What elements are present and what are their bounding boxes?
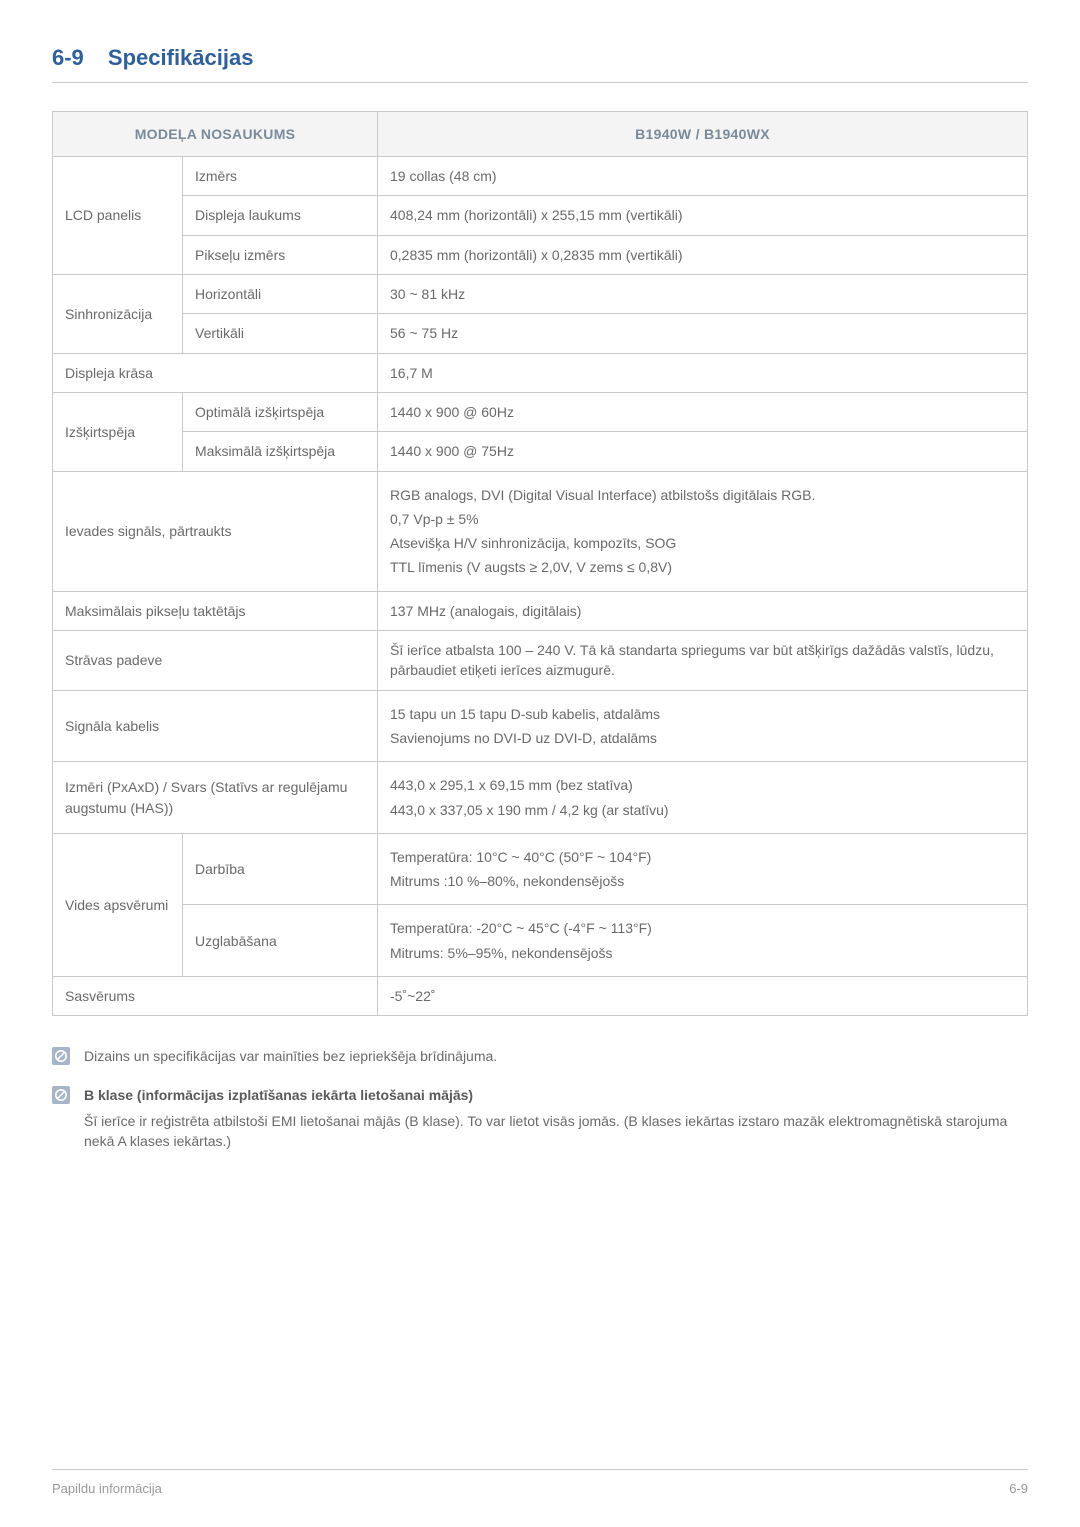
row-group-label: LCD panelis xyxy=(53,157,183,275)
row-label: Signāla kabelis xyxy=(53,690,378,762)
row-value: 408,24 mm (horizontāli) x 255,15 mm (ver… xyxy=(378,196,1028,235)
footer-left: Papildu informācija xyxy=(52,1480,162,1499)
row-group-label: Izšķirtspēja xyxy=(53,392,183,471)
row-value: RGB analogs, DVI (Digital Visual Interfa… xyxy=(378,471,1028,591)
row-label: Sasvērums xyxy=(53,977,378,1016)
page-footer: Papildu informācija 6-9 xyxy=(52,1469,1028,1499)
section-title: 6-9 Specifikācijas xyxy=(52,42,1028,74)
row-value: 1440 x 900 @ 60Hz xyxy=(378,392,1028,431)
note-icon-svg xyxy=(52,1047,70,1065)
row-label: Ievades signāls, pārtraukts xyxy=(53,471,378,591)
note-title: B klase (informācijas izplatīšanas iekār… xyxy=(84,1085,1028,1105)
note-icon xyxy=(52,1047,74,1066)
row-value-line: 0,7 Vp-p ± 5% xyxy=(390,509,1015,529)
row-label: Izmēri (PxAxD) / Svars (Statīvs ar regul… xyxy=(53,762,378,834)
row-value-line: Temperatūra: -20°C ~ 45°C (-4°F ~ 113°F) xyxy=(390,918,1015,938)
row-value: 56 ~ 75 Hz xyxy=(378,314,1028,353)
row-sub-label: Pikseļu izmērs xyxy=(183,235,378,274)
row-value: 443,0 x 295,1 x 69,15 mm (bez statīva) 44… xyxy=(378,762,1028,834)
note-text: Dizains un specifikācijas var mainīties … xyxy=(84,1046,1028,1066)
row-value-line: Temperatūra: 10°C ~ 40°C (50°F ~ 104°F) xyxy=(390,847,1015,867)
row-value-line: 15 tapu un 15 tapu D-sub kabelis, atdalā… xyxy=(390,704,1015,724)
row-sub-label: Uzglabāšana xyxy=(183,905,378,977)
row-value: 15 tapu un 15 tapu D-sub kabelis, atdalā… xyxy=(378,690,1028,762)
note-item: B klase (informācijas izplatīšanas iekār… xyxy=(52,1085,1028,1152)
row-value-line: TTL līmenis (V augsts ≥ 2,0V, V zems ≤ 0… xyxy=(390,557,1015,577)
row-sub-label: Optimālā izšķirtspēja xyxy=(183,392,378,431)
note-icon xyxy=(52,1086,74,1152)
row-label: Displeja krāsa xyxy=(53,353,378,392)
row-sub-label: Horizontāli xyxy=(183,275,378,314)
footer-right: 6-9 xyxy=(1009,1480,1028,1499)
row-value: 1440 x 900 @ 75Hz xyxy=(378,432,1028,471)
row-value: Šī ierīce atbalsta 100 – 240 V. Tā kā st… xyxy=(378,631,1028,691)
section-header: 6-9 Specifikācijas xyxy=(52,42,1028,83)
row-value-line: 443,0 x 295,1 x 69,15 mm (bez statīva) xyxy=(390,775,1015,795)
row-value-line: Savienojums no DVI-D uz DVI-D, atdalāms xyxy=(390,728,1015,748)
row-value: 19 collas (48 cm) xyxy=(378,157,1028,196)
row-value-line: Atsevišķa H/V sinhronizācija, kompozīts,… xyxy=(390,533,1015,553)
row-label: Maksimālais pikseļu taktētājs xyxy=(53,591,378,630)
note-body: Dizains un specifikācijas var mainīties … xyxy=(84,1046,1028,1066)
row-value: 16,7 M xyxy=(378,353,1028,392)
note-icon-svg xyxy=(52,1086,70,1104)
note-body: B klase (informācijas izplatīšanas iekār… xyxy=(84,1085,1028,1152)
row-sub-label: Vertikāli xyxy=(183,314,378,353)
table-header-left: MODEĻA NOSAUKUMS xyxy=(53,111,378,156)
row-sub-label: Displeja laukums xyxy=(183,196,378,235)
row-value: -5˚~22˚ xyxy=(378,977,1028,1016)
section-number: 6-9 xyxy=(52,45,84,70)
note-item: Dizains un specifikācijas var mainīties … xyxy=(52,1046,1028,1066)
row-value: 0,2835 mm (horizontāli) x 0,2835 mm (ver… xyxy=(378,235,1028,274)
spec-table: MODEĻA NOSAUKUMS B1940W / B1940WX LCD pa… xyxy=(52,111,1028,1016)
row-value-line: Mitrums: 5%–95%, nekondensējošs xyxy=(390,943,1015,963)
note-text: Šī ierīce ir reģistrēta atbilstoši EMI l… xyxy=(84,1111,1028,1152)
row-sub-label: Darbība xyxy=(183,833,378,905)
section-title-text: Specifikācijas xyxy=(108,45,254,70)
row-value: 30 ~ 81 kHz xyxy=(378,275,1028,314)
row-group-label: Vides apsvērumi xyxy=(53,833,183,976)
row-value-line: 443,0 x 337,05 x 190 mm / 4,2 kg (ar sta… xyxy=(390,800,1015,820)
row-value: Temperatūra: -20°C ~ 45°C (-4°F ~ 113°F)… xyxy=(378,905,1028,977)
row-group-label: Sinhronizācija xyxy=(53,275,183,354)
table-header-right: B1940W / B1940WX xyxy=(378,111,1028,156)
row-value: 137 MHz (analogais, digitālais) xyxy=(378,591,1028,630)
notes-section: Dizains un specifikācijas var mainīties … xyxy=(52,1046,1028,1151)
row-value-line: RGB analogs, DVI (Digital Visual Interfa… xyxy=(390,485,1015,505)
row-value-line: Mitrums :10 %–80%, nekondensējošs xyxy=(390,871,1015,891)
row-label: Strāvas padeve xyxy=(53,631,378,691)
row-sub-label: Izmērs xyxy=(183,157,378,196)
row-value: Temperatūra: 10°C ~ 40°C (50°F ~ 104°F) M… xyxy=(378,833,1028,905)
row-sub-label: Maksimālā izšķirtspēja xyxy=(183,432,378,471)
